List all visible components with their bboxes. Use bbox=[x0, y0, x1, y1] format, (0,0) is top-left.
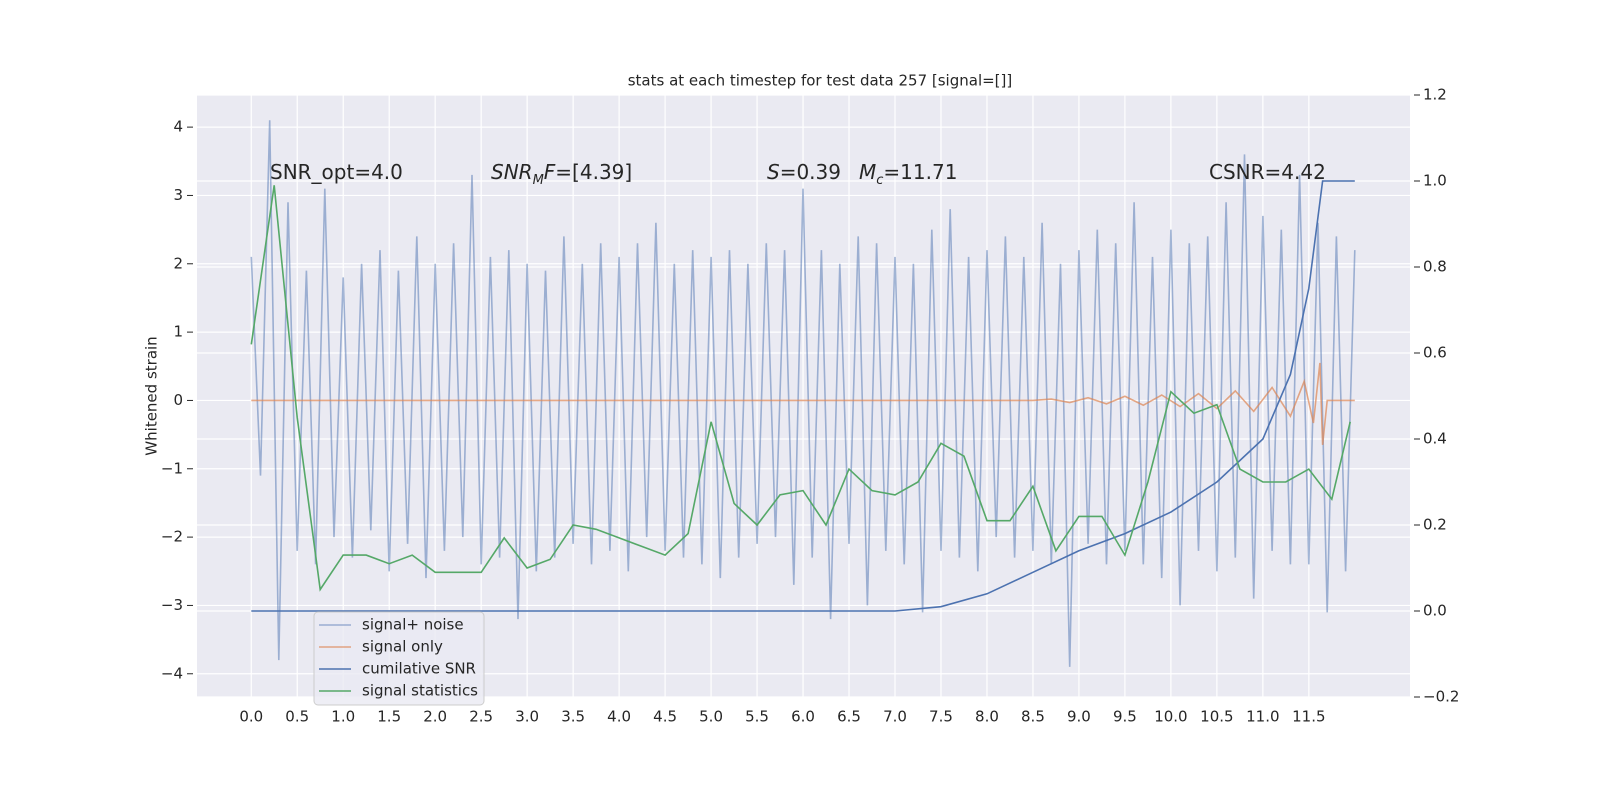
x-tick-label: 0.5 bbox=[285, 708, 309, 726]
x-tick-label: 0.0 bbox=[239, 708, 263, 726]
series-line bbox=[251, 362, 1355, 445]
x-tick-label: 10.5 bbox=[1200, 708, 1233, 726]
annotation: SNR_opt=4.0 bbox=[270, 160, 403, 184]
x-tick-label: 3.5 bbox=[561, 708, 585, 726]
annotation: CSNR=4.42 bbox=[1209, 160, 1326, 184]
legend-label: signal only bbox=[362, 638, 443, 656]
x-tick-label: 7.0 bbox=[883, 708, 907, 726]
annotation-part: =[4.39] bbox=[555, 160, 632, 184]
annotation: S=0.39 bbox=[767, 160, 841, 184]
series-line bbox=[250, 120, 1356, 667]
y-tick-label: 2 bbox=[173, 254, 183, 272]
y-tick-label: −2 bbox=[161, 528, 183, 546]
legend-label: cumilative SNR bbox=[362, 660, 476, 678]
x-tick-label: 6.0 bbox=[791, 708, 815, 726]
y2-tick-label: 0.0 bbox=[1423, 602, 1447, 620]
x-tick-label: 5.0 bbox=[699, 708, 723, 726]
legend-label: signal+ noise bbox=[362, 616, 464, 634]
y-tick-label: 0 bbox=[173, 391, 183, 409]
y-tick-label: 3 bbox=[173, 186, 183, 204]
x-tick-label: 1.0 bbox=[331, 708, 355, 726]
x-tick-label: 5.5 bbox=[745, 708, 769, 726]
series-line bbox=[251, 180, 1355, 612]
x-tick-label: 3.0 bbox=[515, 708, 539, 726]
annotation-part: M bbox=[533, 173, 544, 188]
x-tick-label: 1.5 bbox=[377, 708, 401, 726]
x-tick-label: 8.0 bbox=[975, 708, 999, 726]
legend-box bbox=[313, 611, 485, 706]
y2-tick-label: 0.8 bbox=[1423, 258, 1447, 276]
series-line bbox=[250, 185, 1351, 592]
annotation-part: CSNR=4.42 bbox=[1209, 160, 1326, 184]
annotation: Mc=11.71 bbox=[859, 160, 957, 189]
x-tick-label: 6.5 bbox=[837, 708, 861, 726]
y2-tick-label: 0.2 bbox=[1423, 516, 1447, 534]
x-tick-label: 2.5 bbox=[469, 708, 493, 726]
x-tick-label: 4.5 bbox=[653, 708, 677, 726]
y-tick-label: −1 bbox=[161, 459, 183, 477]
x-tick-label: 8.5 bbox=[1021, 708, 1045, 726]
x-tick-label: 9.0 bbox=[1067, 708, 1091, 726]
x-tick-label: 4.0 bbox=[607, 708, 631, 726]
y-axis-label: Whitened strain bbox=[143, 336, 161, 455]
y-tick-label: 4 bbox=[173, 118, 183, 136]
y2-tick-label: 1.2 bbox=[1423, 86, 1447, 104]
x-tick-label: 10.0 bbox=[1154, 708, 1187, 726]
annotation-part: c bbox=[876, 173, 883, 188]
x-tick-label: 11.0 bbox=[1246, 708, 1279, 726]
y2-tick-label: 0.4 bbox=[1423, 430, 1447, 448]
annotation-part: SNR_opt=4.0 bbox=[270, 160, 403, 184]
chart-title: stats at each timestep for test data 257… bbox=[628, 72, 1013, 90]
y-tick-label: 1 bbox=[173, 323, 183, 341]
y2-tick-label: 1.0 bbox=[1423, 172, 1447, 190]
x-tick-label: 9.5 bbox=[1113, 708, 1137, 726]
y-tick-label: −3 bbox=[161, 596, 183, 614]
x-tick-label: 7.5 bbox=[929, 708, 953, 726]
y2-tick-label: −0.2 bbox=[1423, 688, 1459, 706]
annotation-part: =0.39 bbox=[780, 160, 841, 184]
annotation-part: SNR bbox=[491, 160, 533, 184]
annotation: SNRMF=[4.39] bbox=[491, 160, 632, 189]
legend-label: signal statistics bbox=[362, 682, 478, 700]
annotation-part: F bbox=[544, 160, 556, 184]
annotation-part: M bbox=[859, 160, 876, 184]
y2-tick-label: 0.6 bbox=[1423, 344, 1447, 362]
annotation-part: =11.71 bbox=[883, 160, 957, 184]
annotation-part: S bbox=[767, 160, 780, 184]
x-tick-label: 11.5 bbox=[1292, 708, 1325, 726]
x-tick-label: 2.0 bbox=[423, 708, 447, 726]
y-tick-label: −4 bbox=[161, 664, 183, 682]
